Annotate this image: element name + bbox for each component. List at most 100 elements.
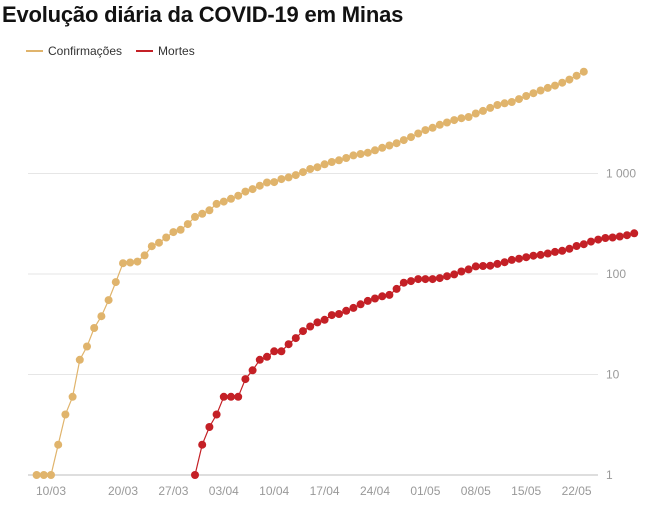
x-tick-label: 27/03 xyxy=(158,484,188,498)
data-point-confirmacoes xyxy=(90,324,99,332)
data-point-mortes xyxy=(630,229,639,238)
legend-item-confirmacoes[interactable]: Confirmações xyxy=(26,44,122,58)
data-point-mortes xyxy=(392,284,401,293)
data-point-mortes xyxy=(529,251,538,260)
data-point-mortes xyxy=(536,250,545,259)
data-point-mortes xyxy=(479,262,487,270)
legend-item-mortes[interactable]: Mortes xyxy=(136,44,195,58)
data-point-mortes xyxy=(615,232,624,241)
data-point-mortes xyxy=(623,231,631,240)
data-point-confirmacoes xyxy=(349,151,358,160)
data-point-confirmacoes xyxy=(421,126,430,135)
legend-swatch-mortes xyxy=(136,50,154,52)
data-point-confirmacoes xyxy=(306,165,315,173)
data-point-mortes xyxy=(435,274,444,283)
data-point-confirmacoes xyxy=(54,440,63,449)
data-point-mortes xyxy=(219,392,228,401)
data-point-mortes xyxy=(241,375,250,384)
data-point-confirmacoes xyxy=(198,209,207,218)
data-point-mortes xyxy=(299,327,307,336)
data-point-confirmacoes xyxy=(385,141,394,150)
data-point-confirmacoes xyxy=(392,139,401,148)
data-point-mortes xyxy=(493,259,502,268)
data-point-confirmacoes xyxy=(320,160,329,169)
data-point-confirmacoes xyxy=(97,312,106,321)
legend-label-mortes: Mortes xyxy=(158,44,195,58)
data-point-mortes xyxy=(515,254,523,263)
data-point-mortes xyxy=(227,392,235,401)
data-point-mortes xyxy=(349,303,358,312)
data-point-confirmacoes xyxy=(155,238,163,247)
data-point-confirmacoes xyxy=(169,228,178,237)
x-tick-label: 24/04 xyxy=(360,484,390,498)
data-point-confirmacoes xyxy=(464,113,473,121)
data-point-mortes xyxy=(212,410,221,419)
data-point-confirmacoes xyxy=(299,168,307,177)
data-point-mortes xyxy=(327,311,336,320)
data-point-confirmacoes xyxy=(551,81,559,90)
data-point-mortes xyxy=(551,247,559,256)
data-point-confirmacoes xyxy=(565,75,574,84)
legend-swatch-confirmacoes xyxy=(26,50,43,52)
data-point-mortes xyxy=(594,235,603,244)
data-point-confirmacoes xyxy=(140,251,149,260)
data-point-confirmacoes xyxy=(500,99,509,108)
data-point-mortes xyxy=(486,261,495,270)
x-tick-label: 10/03 xyxy=(36,484,66,498)
data-point-confirmacoes xyxy=(176,225,185,234)
data-point-confirmacoes xyxy=(450,116,459,125)
data-point-confirmacoes xyxy=(162,233,171,242)
data-point-mortes xyxy=(255,355,264,364)
data-point-confirmacoes xyxy=(327,158,336,166)
data-point-confirmacoes xyxy=(414,129,423,138)
data-point-confirmacoes xyxy=(443,118,451,127)
x-tick-label: 08/05 xyxy=(461,484,491,498)
data-point-confirmacoes xyxy=(529,89,538,98)
data-point-confirmacoes xyxy=(263,178,271,187)
data-point-confirmacoes xyxy=(479,106,487,115)
data-point-mortes xyxy=(565,244,574,253)
data-point-confirmacoes xyxy=(47,471,55,479)
x-tick-label: 22/05 xyxy=(562,484,592,498)
data-point-mortes xyxy=(198,440,207,449)
data-point-mortes xyxy=(443,272,451,281)
data-point-confirmacoes xyxy=(493,101,502,109)
data-point-mortes xyxy=(320,315,329,324)
data-point-confirmacoes xyxy=(486,103,495,112)
data-point-confirmacoes xyxy=(212,199,221,208)
data-point-mortes xyxy=(291,334,300,343)
data-point-mortes xyxy=(608,233,617,242)
data-point-mortes xyxy=(471,262,480,271)
series-line-mortes xyxy=(194,232,635,476)
data-point-mortes xyxy=(363,296,372,305)
data-point-confirmacoes xyxy=(248,185,257,194)
data-point-confirmacoes xyxy=(335,156,343,165)
x-tick-label: 17/04 xyxy=(310,484,340,498)
data-point-mortes xyxy=(378,292,387,301)
data-point-confirmacoes xyxy=(277,175,286,184)
data-point-confirmacoes xyxy=(363,148,372,157)
data-point-confirmacoes xyxy=(234,191,243,200)
x-tick-label: 15/05 xyxy=(511,484,541,498)
data-point-confirmacoes xyxy=(471,109,480,118)
data-point-confirmacoes xyxy=(291,171,300,180)
data-point-confirmacoes xyxy=(104,296,113,305)
data-point-confirmacoes xyxy=(147,242,156,251)
data-point-confirmacoes xyxy=(255,181,264,190)
data-point-confirmacoes xyxy=(371,146,379,155)
data-point-confirmacoes xyxy=(356,150,365,158)
data-point-confirmacoes xyxy=(378,143,387,152)
data-point-confirmacoes xyxy=(39,471,48,479)
legend-label-confirmacoes: Confirmações xyxy=(48,44,123,58)
data-point-confirmacoes xyxy=(61,410,70,419)
data-point-mortes xyxy=(248,366,257,375)
data-point-mortes xyxy=(191,471,199,479)
data-point-confirmacoes xyxy=(313,163,322,172)
series-line-confirmacoes xyxy=(36,71,585,476)
data-point-mortes xyxy=(579,240,588,249)
data-point-mortes xyxy=(572,242,581,250)
data-point-confirmacoes xyxy=(515,95,523,104)
data-point-mortes xyxy=(450,270,459,279)
data-point-mortes xyxy=(277,347,286,356)
data-point-mortes xyxy=(601,234,610,242)
